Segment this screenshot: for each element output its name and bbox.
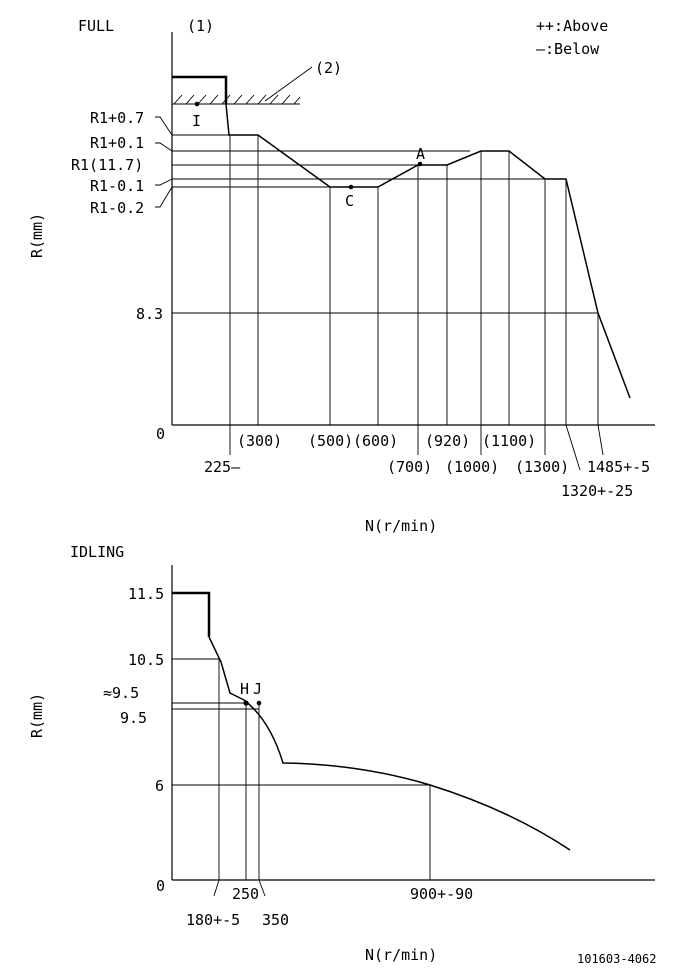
legend-above: ++:Above [536,17,608,35]
y-label-6: 6 [155,777,164,795]
y-label-8-3: 8.3 [136,305,163,323]
point-i-marker [194,101,200,107]
full-y-axis-title: R(mm) [28,213,46,258]
x-label-920: (920) [425,432,470,450]
idling-curve [208,636,571,851]
y-label-9-5: 9.5 [120,709,147,727]
point-c-label: C [345,192,354,210]
point-a-label: A [416,145,425,163]
x-label-350: 350 [262,911,289,929]
x-label-300: (300) [237,432,282,450]
idling-x-axis-title: N(r/min) [365,946,437,964]
idling-title: IDLING [70,543,124,561]
x-label-700: (700) [387,458,432,476]
legend-below: —:Below [536,40,600,58]
idling-chart: IDLING H J 11.5 10.5 ≈9.5 9.5 6 0 R(mm) [28,543,655,964]
full-stopper-hatch [172,94,301,105]
callout-2-leader [264,66,313,102]
y-label-11-5: 11.5 [128,585,164,603]
point-h-label: H [240,680,249,698]
y-label-r1-plus-07: R1+0.7 [90,109,144,127]
leader-r1-minus-01 [155,178,173,186]
x-label-250: 250 [232,885,259,903]
y-label-10-5: 10.5 [128,651,164,669]
leader-r1-plus-01 [155,142,173,152]
callout-1: (1) [187,17,214,35]
full-start-level [172,75,228,104]
point-i-label: I [192,112,201,130]
x-label-180: 180+-5 [186,911,240,929]
idling-start-level [172,591,211,637]
point-j-marker [256,700,262,706]
full-chart: FULL (1) ++:Above —:Below (2) I [28,17,655,535]
y-label-r1-plus-01: R1+0.1 [90,134,144,152]
idling-y-label-zero: 0 [156,877,165,895]
y-label-r1: R1(11.7) [71,156,143,174]
point-a-marker [417,161,423,167]
full-title: FULL [78,17,114,35]
point-c-marker [348,184,354,190]
full-y-label-zero: 0 [156,425,165,443]
x-label-900: 900+-90 [410,885,473,903]
y-label-r1-minus-02: R1-0.2 [90,199,144,217]
tick-350 [258,879,266,897]
idling-y-axis-title: R(mm) [28,693,46,738]
x-label-1000: (1000) [445,458,499,476]
drop-1485 [597,313,604,456]
x-label-500: (500) [308,432,353,450]
x-label-1100: (1100) [482,432,536,450]
drawing-number: 101603-4062 [577,952,656,966]
x-label-225: 225— [204,458,241,476]
full-x-axis-title: N(r/min) [365,517,437,535]
x-label-1485: 1485+-5 [587,458,650,476]
x-label-600: (600) [353,432,398,450]
point-h-marker [243,700,249,706]
callout-2: (2) [315,59,342,77]
x-label-1320: 1320+-25 [561,482,633,500]
x-label-1300: (1300) [515,458,569,476]
leader-r1-plus-07 [155,116,173,136]
y-label-r1-minus-01: R1-0.1 [90,177,144,195]
drop-1320 [565,179,581,471]
full-curve [225,103,631,399]
point-j-label: J [253,680,262,698]
tick-180 [213,879,220,897]
y-label-approx-9-5: ≈9.5 [103,684,139,702]
leader-r1-minus-02 [155,186,173,208]
